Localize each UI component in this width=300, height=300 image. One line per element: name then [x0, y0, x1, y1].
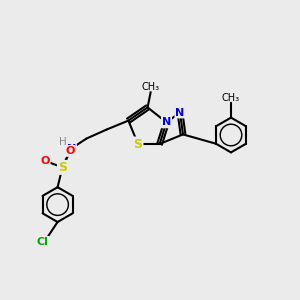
Text: O: O	[65, 146, 75, 156]
Text: H: H	[58, 137, 66, 147]
Text: S: S	[58, 161, 67, 174]
Text: CH₃: CH₃	[222, 93, 240, 103]
Text: N: N	[67, 143, 76, 154]
Text: O: O	[40, 156, 50, 166]
Text: S: S	[134, 137, 142, 151]
Text: Cl: Cl	[37, 237, 49, 247]
Text: N: N	[162, 117, 171, 128]
Text: N: N	[176, 107, 184, 118]
Text: CH₃: CH₃	[142, 82, 160, 92]
